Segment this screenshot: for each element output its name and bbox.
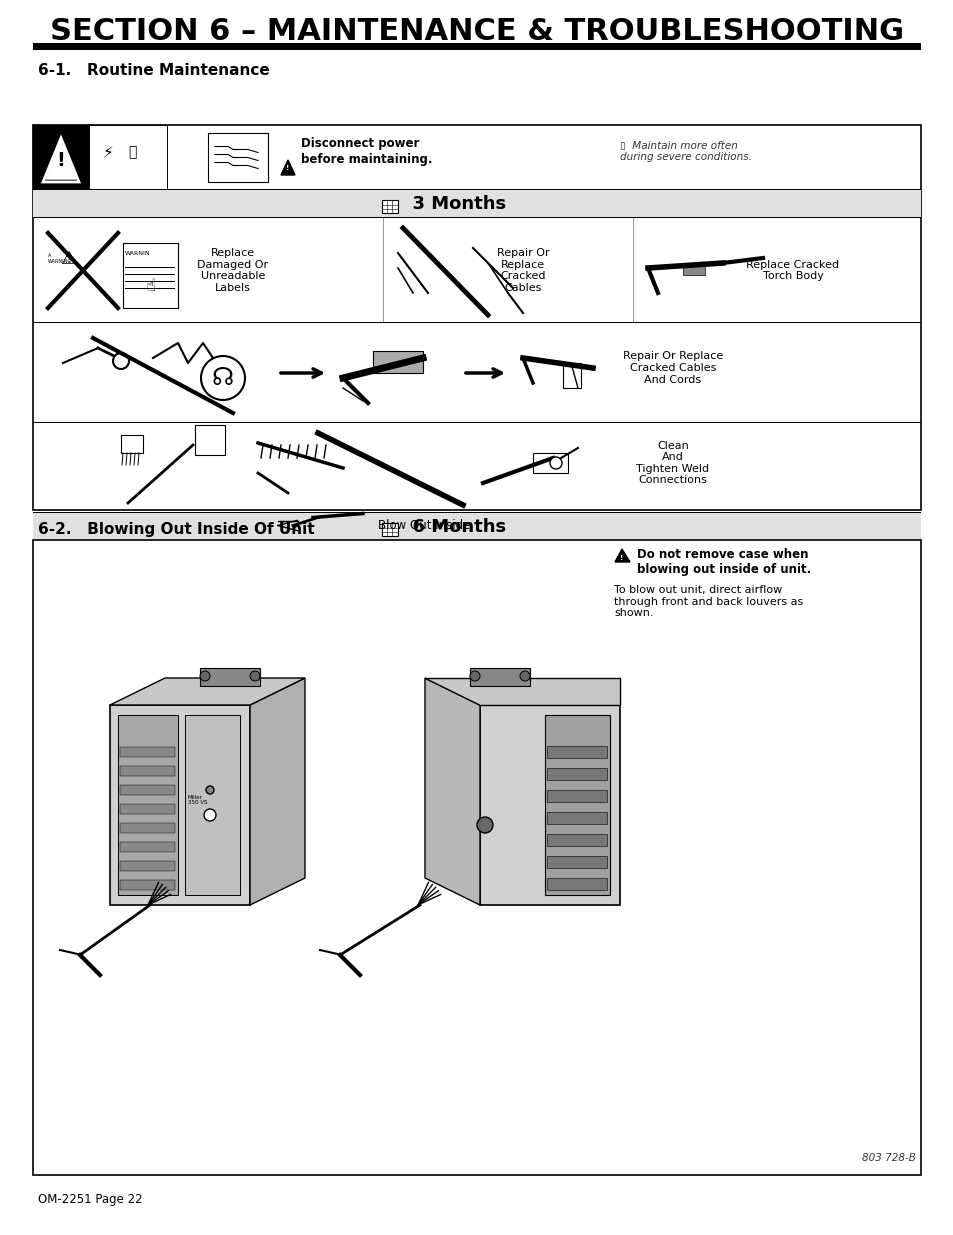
Bar bbox=[546, 790, 606, 802]
Text: Repair Or
Replace
Cracked
Cables: Repair Or Replace Cracked Cables bbox=[497, 248, 549, 293]
Text: Disconnect power
before maintaining.: Disconnect power before maintaining. bbox=[301, 137, 432, 165]
Bar bbox=[120, 861, 174, 871]
Text: 3 Months: 3 Months bbox=[399, 195, 506, 212]
Bar bbox=[185, 715, 240, 895]
Text: 6-2.   Blowing Out Inside Of Unit: 6-2. Blowing Out Inside Of Unit bbox=[38, 522, 314, 537]
Bar bbox=[120, 747, 174, 757]
Bar bbox=[120, 766, 174, 776]
Polygon shape bbox=[110, 678, 305, 705]
Text: SECTION 6 – MAINTENANCE & TROUBLESHOOTING: SECTION 6 – MAINTENANCE & TROUBLESHOOTIN… bbox=[50, 17, 903, 46]
Text: 6 Months: 6 Months bbox=[399, 517, 506, 536]
Circle shape bbox=[519, 671, 530, 680]
Text: 803 728-B: 803 728-B bbox=[862, 1153, 915, 1163]
Bar bbox=[200, 668, 260, 685]
Polygon shape bbox=[250, 678, 305, 905]
Bar bbox=[633, 219, 634, 324]
Text: Blow Out Inside: Blow Out Inside bbox=[377, 519, 470, 532]
Circle shape bbox=[112, 353, 129, 369]
Bar bbox=[89, 125, 167, 190]
Bar bbox=[33, 43, 920, 49]
Circle shape bbox=[201, 356, 245, 400]
Text: Repair Or Replace
Cracked Cables
And Cords: Repair Or Replace Cracked Cables And Cor… bbox=[622, 352, 722, 384]
Bar bbox=[121, 435, 143, 453]
Bar bbox=[120, 842, 174, 852]
Bar bbox=[479, 705, 619, 905]
Bar bbox=[118, 715, 178, 895]
Text: ▯  Maintain more often
during severe conditions.: ▯ Maintain more often during severe cond… bbox=[619, 141, 751, 162]
Bar bbox=[120, 823, 174, 832]
Bar bbox=[33, 540, 920, 1174]
Text: 〰: 〰 bbox=[128, 146, 136, 159]
Text: ☊: ☊ bbox=[212, 366, 233, 390]
Bar bbox=[546, 834, 606, 846]
Bar bbox=[110, 705, 250, 905]
Bar bbox=[120, 785, 174, 795]
Text: !: ! bbox=[286, 165, 290, 170]
Polygon shape bbox=[615, 550, 629, 562]
Text: To blow out unit, direct airflow
through front and back louvers as
shown.: To blow out unit, direct airflow through… bbox=[614, 585, 802, 619]
Text: ⚡: ⚡ bbox=[103, 144, 113, 161]
Bar bbox=[546, 878, 606, 890]
Bar bbox=[682, 266, 704, 275]
Polygon shape bbox=[43, 138, 79, 182]
Polygon shape bbox=[281, 161, 294, 175]
Bar bbox=[120, 881, 174, 890]
Circle shape bbox=[476, 818, 493, 832]
Text: A
WARNING: A WARNING bbox=[48, 253, 72, 264]
Polygon shape bbox=[424, 678, 479, 905]
Bar bbox=[533, 453, 567, 473]
Text: Replace Cracked
Torch Body: Replace Cracked Torch Body bbox=[745, 259, 839, 282]
Bar bbox=[33, 190, 920, 219]
Bar bbox=[373, 351, 422, 373]
Bar bbox=[33, 513, 920, 541]
Text: Miller
350 VS: Miller 350 VS bbox=[188, 794, 208, 805]
Bar bbox=[194, 425, 225, 454]
Text: Clean
And
Tighten Weld
Connections: Clean And Tighten Weld Connections bbox=[636, 441, 709, 485]
Bar bbox=[208, 133, 268, 182]
Text: ⚠: ⚠ bbox=[60, 249, 76, 268]
Text: ☝: ☝ bbox=[146, 277, 156, 295]
Bar bbox=[33, 125, 89, 190]
Text: Replace
Damaged Or
Unreadable
Labels: Replace Damaged Or Unreadable Labels bbox=[197, 248, 269, 293]
Circle shape bbox=[470, 671, 479, 680]
Polygon shape bbox=[424, 678, 619, 705]
Circle shape bbox=[550, 457, 561, 469]
Circle shape bbox=[204, 809, 215, 821]
Bar bbox=[381, 522, 397, 536]
Text: Do not remove case when
blowing out inside of unit.: Do not remove case when blowing out insi… bbox=[637, 548, 810, 576]
Bar bbox=[544, 715, 609, 895]
Bar bbox=[381, 200, 397, 212]
Text: 6-1.   Routine Maintenance: 6-1. Routine Maintenance bbox=[38, 63, 270, 78]
Text: OM-2251 Page 22: OM-2251 Page 22 bbox=[38, 1193, 143, 1207]
Circle shape bbox=[206, 785, 213, 794]
Bar bbox=[33, 125, 920, 510]
Bar bbox=[546, 746, 606, 758]
Bar bbox=[120, 804, 174, 814]
Text: WARNIN: WARNIN bbox=[125, 251, 151, 256]
Polygon shape bbox=[46, 142, 76, 179]
Bar bbox=[562, 363, 580, 388]
Bar bbox=[546, 768, 606, 781]
Text: !: ! bbox=[619, 555, 623, 561]
Bar bbox=[546, 856, 606, 868]
Bar bbox=[470, 668, 530, 685]
Circle shape bbox=[200, 671, 210, 680]
Bar bbox=[123, 243, 178, 308]
Text: !: ! bbox=[56, 151, 66, 169]
Circle shape bbox=[250, 671, 260, 680]
Bar bbox=[382, 219, 384, 324]
Bar bbox=[546, 811, 606, 824]
